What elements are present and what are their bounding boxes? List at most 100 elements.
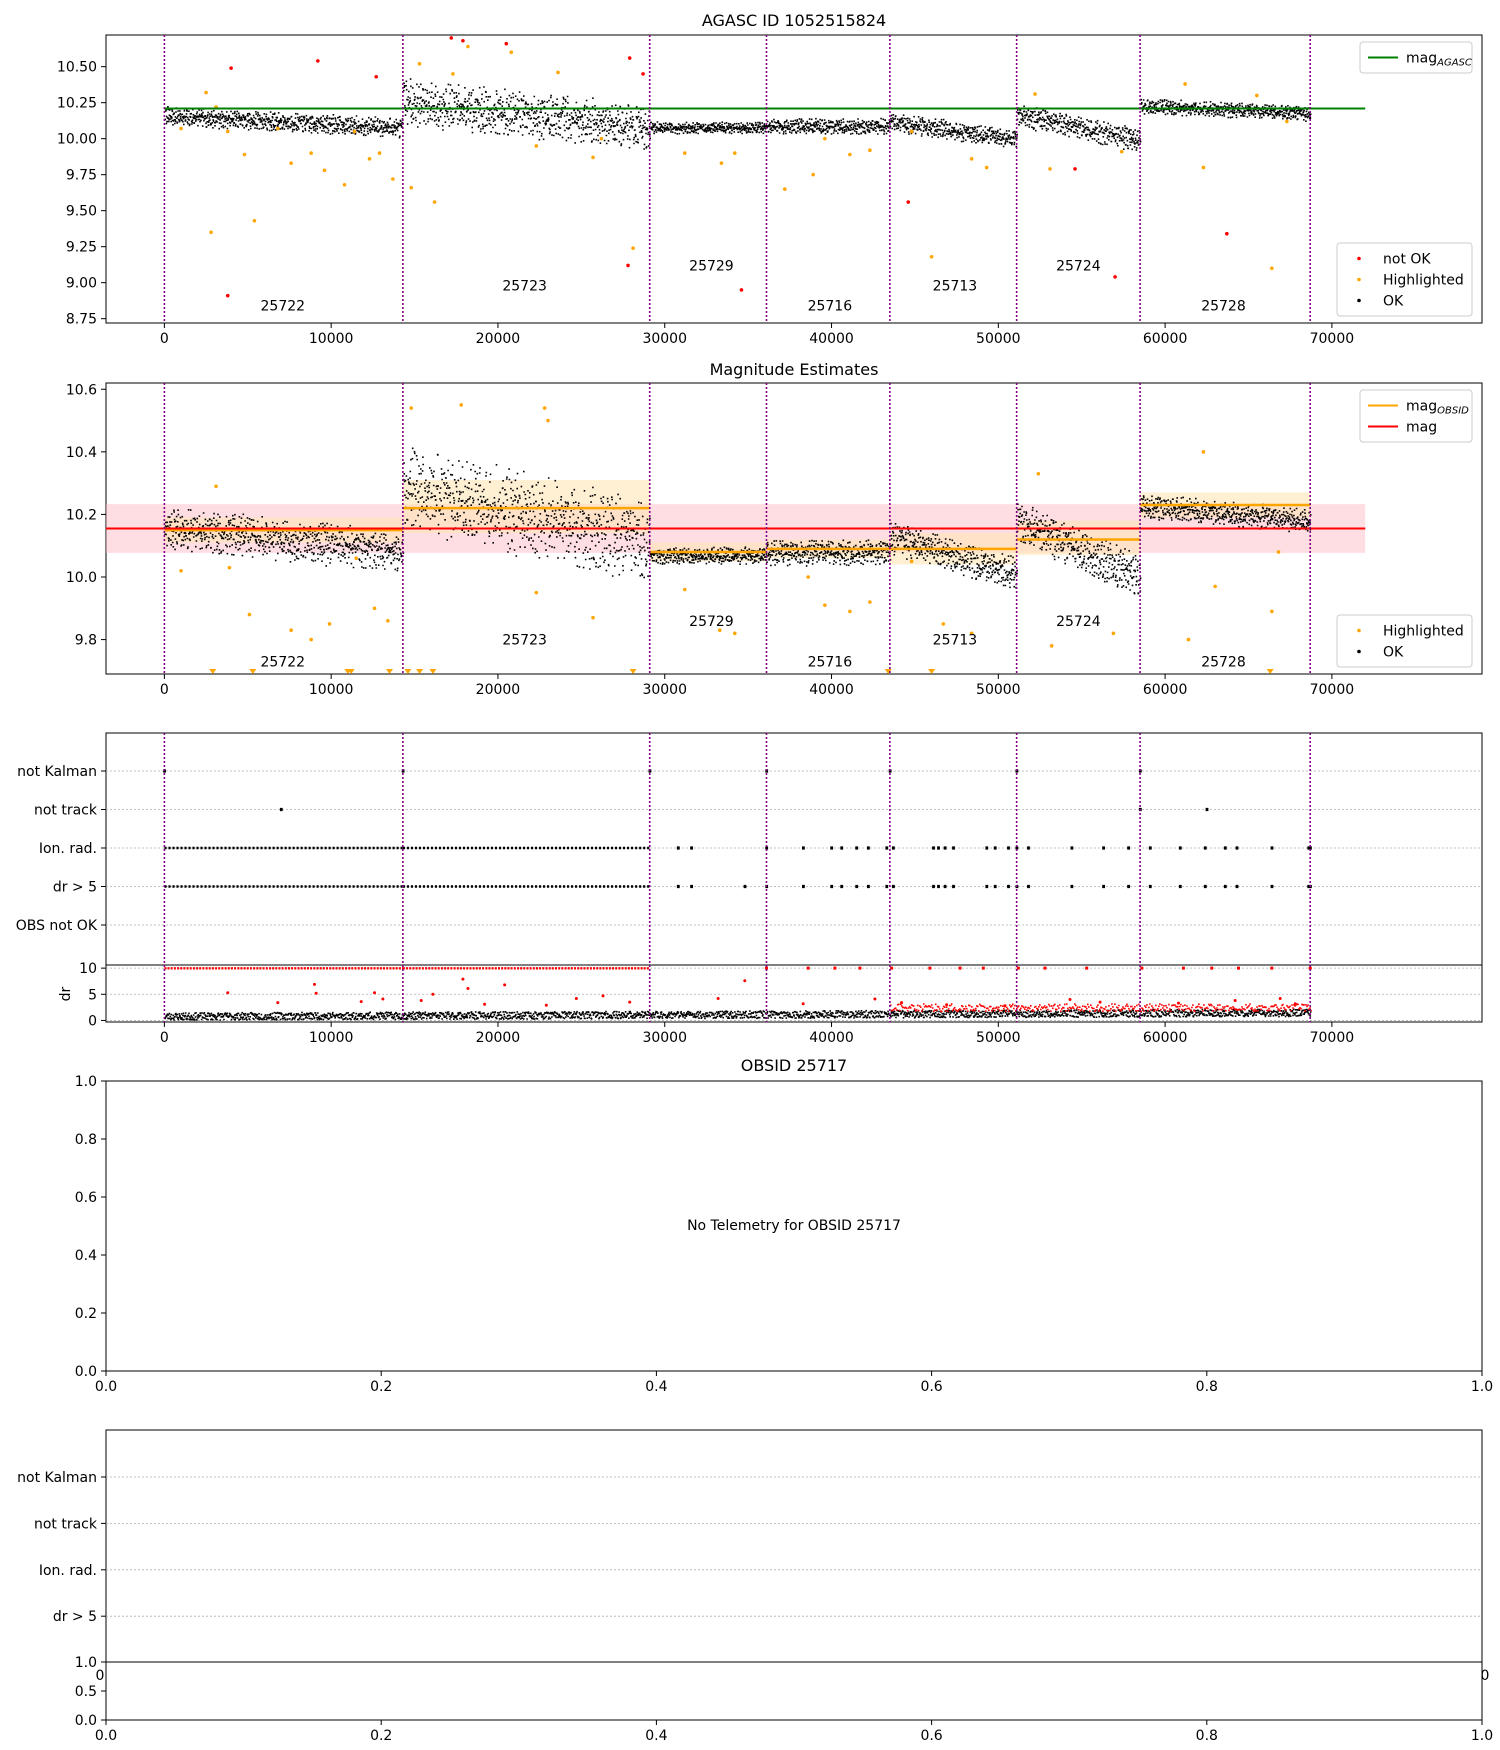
magest-highlighted-point [179,568,183,573]
magest-obsid-band [402,480,650,534]
flags-category-label: not track [34,803,98,819]
no-telemetry-annotation: No Telemetry for OBSID 25717 [687,1218,901,1234]
agasc-legend: magAGASC [1359,41,1473,74]
agasc-not-ok-point [229,66,233,70]
agasc-ok-points-25728 [1140,98,1312,122]
magest-ok-points-25728 [1140,495,1312,533]
dr-ylabel: dr [58,986,74,1001]
panel-agasc: AGASC ID 1052515824 25722 25723 25729 25716… [57,11,1483,347]
magest-ok-points-25723 [402,447,651,579]
agasc-highlighted-point [719,161,724,165]
flags-empty-category-label: not Kalman [17,1470,97,1486]
panel-flags: not Kalman not track Ion. rad. dr > 5 OBS no… [16,732,1483,966]
dr-red-point [544,1003,548,1007]
dr-frame [105,964,1483,1023]
agasc-highlighted-point [367,157,372,161]
dr-xtick-label: 0 [160,1030,169,1046]
agasc-legend-box [1336,242,1473,317]
dr-xtick-label: 20000 [476,1030,521,1046]
magest-clipped-marker [416,669,424,674]
agasc-legend-box [1359,41,1473,74]
agasc-ok-points-25722 [164,106,405,139]
dr-red-point [716,996,720,1000]
magest-highlighted-point [909,559,914,564]
agasc-legend: not OK Highlighted OK [1336,242,1473,317]
magest-legend-box [1359,389,1473,443]
magest-xtick-label: 20000 [476,682,521,698]
dr-xtick-label: 10000 [309,1030,354,1046]
agasc-plot: 25722 25723 25729 25716 25713 25724 25728 0 1000… [57,34,1483,347]
empty-bottom-background [106,1662,1482,1720]
magest-highlighted-point [214,484,218,489]
magest-ok-points-25729 [649,546,768,565]
dr-red-point [1003,1004,1007,1008]
dr-red-point [466,987,470,991]
dr-red-point [1278,996,1282,1000]
agasc-highlighted-point [451,72,455,76]
magest-xtick-label: 50000 [976,682,1021,698]
magest-highlighted-point [546,418,550,423]
magest-clipped-marker [404,669,412,674]
flags-empty-category-label: not track [34,1516,98,1532]
magest-highlighted-point [409,406,414,410]
magest-obsid-label: 25722 [261,654,306,670]
magest-legend: Highlighted OK [1336,614,1473,668]
obsid-25717-xtick-label: 0.6 [920,1379,942,1395]
dr-xtick-label: 30000 [642,1030,687,1046]
agasc-legend-marker [1357,298,1361,303]
agasc-obsid-label: 25723 [502,279,547,295]
magest-highlighted-point [1111,631,1116,636]
magest-xtick-label: 70000 [1310,682,1355,698]
agasc-highlighted-point [1285,119,1289,124]
magest-clipped-marker [249,669,257,674]
obsid-25717-ytick-label: 0.6 [75,1190,97,1206]
agasc-highlighted-point [534,144,539,148]
agasc-highlighted-point [417,62,422,66]
magest-highlighted-point [941,622,946,626]
agasc-ytick-label: 8.75 [66,312,97,328]
agasc-highlighted-point [409,185,414,190]
agasc-highlighted-point [682,151,687,155]
magest-highlighted-point [1201,450,1206,454]
agasc-highlighted-point [848,152,852,157]
agasc-obsid-label: 25724 [1056,258,1101,274]
magest-highlighted-point [717,628,722,632]
agasc-highlighted-point [1201,165,1206,170]
dr-red-point [276,1001,280,1005]
agasc-legend-label: not OK [1383,252,1431,268]
magest-clipped-marker [386,669,394,674]
dr-clipped-red-points [164,966,1312,970]
magest-legend-marker [1357,649,1361,654]
agasc-highlighted-point [591,155,595,160]
dr-red-band-points [889,1003,1312,1013]
magest-highlighted-point [1213,584,1217,589]
obsid-25717-xtick-label: 0.2 [370,1379,392,1395]
magest-highlighted-point [682,587,687,592]
magest-xtick-label: 0 [160,682,169,698]
obsid-25717-ytick-label: 0.4 [75,1248,97,1264]
agasc-highlighted-point [309,151,313,155]
agasc-highlighted-point [783,187,787,191]
dr-red-point [574,996,578,1000]
obsid-25717-ytick-label: 0.8 [75,1132,97,1148]
magest-highlighted-point [386,619,390,623]
agasc-highlighted-point [377,151,382,155]
dr-red-point [483,1002,487,1006]
agasc-highlighted-point [289,161,293,165]
agasc-highlighted-point [1255,93,1259,98]
empty-bottom-plot: 0.0 0.2 0.4 0.6 0.8 1.0 0.0 0.5 1.0 [75,1655,1493,1744]
obsid-25717-ytick-label: 0.2 [75,1306,97,1322]
magest-ok-points-25713 [889,522,1018,589]
magest-legend-box [1336,614,1473,668]
magest-highlighted-point [327,622,332,626]
dr-ok-points [164,1008,1312,1021]
magest-clipped-marker [1266,669,1274,674]
agasc-highlighted-point [179,126,183,131]
flags-category-label: not Kalman [17,764,97,780]
dr-red-point [873,997,877,1001]
magest-legend-label: Highlighted [1383,624,1464,640]
magest-ytick-label: 10.0 [66,570,97,586]
agasc-legend-marker [1357,256,1361,261]
magest-highlighted-point [459,403,464,407]
